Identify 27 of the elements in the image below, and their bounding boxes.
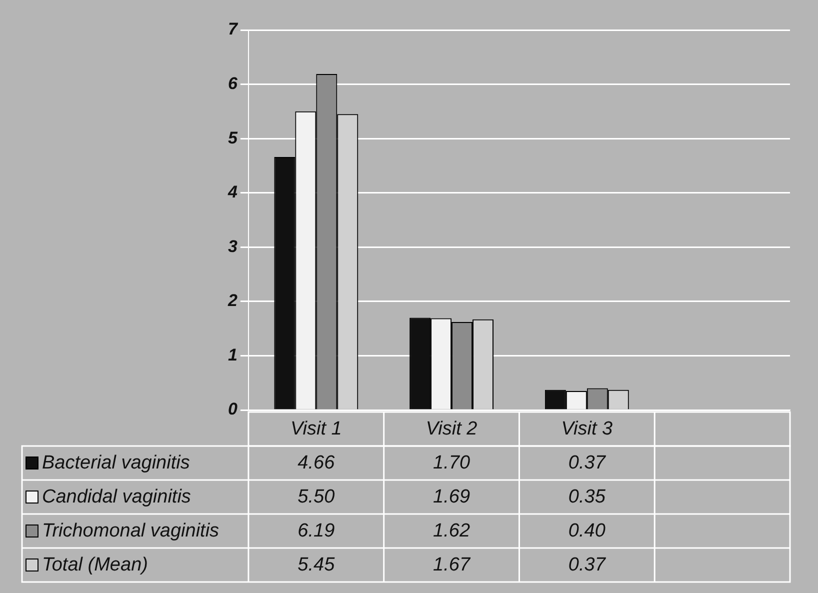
data-label: 0.35 — [568, 486, 606, 508]
legend-label: Candidal vaginitis — [42, 486, 192, 508]
y-tick-label: 3 — [228, 236, 238, 256]
y-tick-label: 4 — [226, 182, 238, 202]
y-tick-label: 7 — [228, 20, 239, 39]
data-label: 6.19 — [298, 520, 336, 542]
y-tick-label: 6 — [228, 74, 238, 93]
data-label: 0.37 — [568, 452, 607, 474]
y-tick-label: 0 — [228, 400, 238, 419]
data-label: 1.70 — [433, 452, 470, 474]
data-label: 1.62 — [433, 520, 470, 542]
data-label: 1.67 — [433, 554, 472, 576]
y-tick-label: 1 — [228, 345, 238, 364]
x-tick-label: Visit 3 — [561, 418, 614, 440]
data-label: 0.40 — [568, 520, 606, 542]
x-tick-label: Visit 2 — [426, 418, 478, 440]
data-label: 4.66 — [298, 452, 336, 474]
data-label: 0.37 — [568, 554, 607, 576]
legend-label: Total (Mean) — [42, 554, 148, 576]
legend-label: Bacterial vaginitis — [42, 452, 190, 474]
data-label: 5.45 — [298, 554, 336, 576]
x-tick-label: Visit 1 — [290, 418, 342, 440]
data-label: 5.50 — [298, 486, 336, 508]
y-tick-label: 5 — [228, 128, 238, 148]
y-tick-label: 2 — [226, 291, 238, 310]
data-label: 1.69 — [433, 486, 470, 508]
legend-label: Trichomonal vaginitis — [42, 520, 220, 542]
